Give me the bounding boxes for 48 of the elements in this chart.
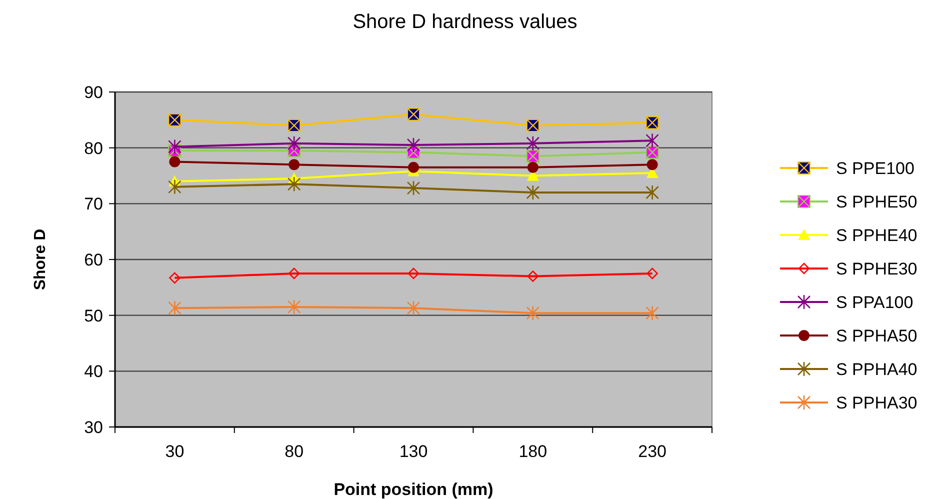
point: [169, 272, 180, 284]
point: [646, 184, 659, 200]
point: [406, 180, 420, 196]
y-tick-label: 50: [84, 306, 103, 326]
point: [287, 136, 301, 152]
legend-label: S PPHE50: [836, 192, 918, 212]
x-tick-label: 180: [518, 442, 548, 461]
legend-label: S PPHA40: [836, 360, 918, 379]
y-axis-title: Shore D: [32, 228, 49, 290]
point: [408, 162, 419, 173]
x-tick-label: 30: [165, 442, 184, 461]
point: [287, 176, 301, 192]
y-tick-label: 30: [84, 418, 103, 437]
legend-label: S PPHA30: [836, 394, 918, 412]
x-axis-title: Point position (mm): [334, 480, 494, 499]
point: [646, 159, 658, 170]
point: [168, 139, 182, 154]
point: [646, 268, 658, 280]
point: [646, 305, 659, 321]
point: [527, 162, 538, 173]
point: [526, 184, 540, 200]
point: [646, 132, 659, 148]
x-tick-label: 230: [638, 442, 666, 461]
point: [527, 270, 539, 282]
x-tick-label: 80: [284, 442, 304, 461]
point: [168, 300, 182, 316]
point: [526, 136, 540, 152]
y-tick-label: 90: [84, 83, 103, 102]
y-tick-label: 40: [84, 362, 103, 382]
point: [406, 300, 420, 316]
point: [406, 137, 420, 153]
legend-label: S PPA100: [836, 293, 914, 312]
legend-label: S PPE100: [836, 159, 914, 178]
legend-label: S PPHE40: [836, 226, 918, 245]
legend-label: S PPHA50: [836, 326, 918, 346]
point: [169, 156, 180, 168]
point: [288, 159, 300, 170]
point: [408, 268, 420, 280]
chart-title: Shore D hardness values: [352, 11, 578, 33]
x-tick-label: 130: [399, 442, 428, 461]
point: [287, 299, 301, 315]
point: [526, 305, 540, 321]
point: [168, 179, 182, 195]
y-tick-label: 70: [84, 194, 103, 214]
point: [288, 268, 300, 280]
y-tick-label: 60: [84, 250, 103, 270]
y-tick-label: 80: [84, 138, 103, 158]
legend-label: S PPHE30: [836, 260, 918, 278]
